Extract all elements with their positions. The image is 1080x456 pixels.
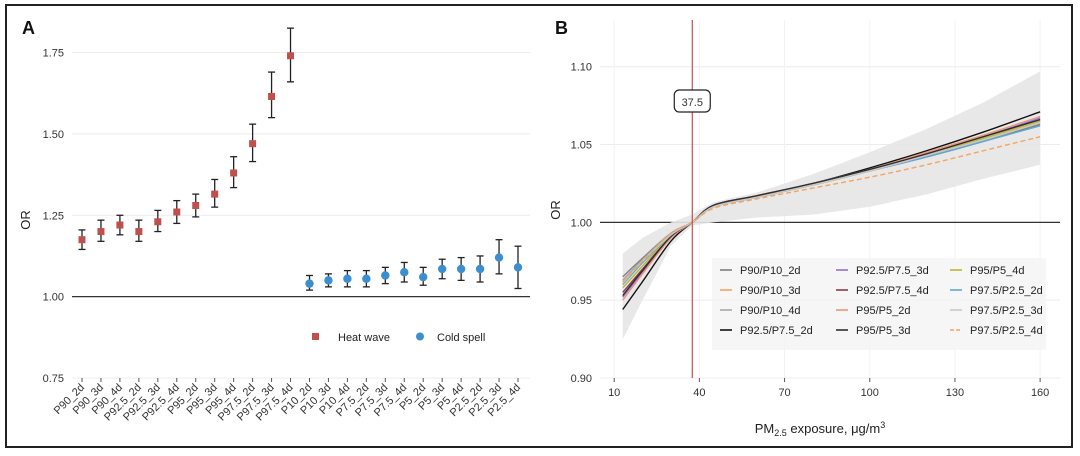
panel-a-gridlines bbox=[72, 52, 530, 379]
heat-wave-point bbox=[97, 228, 105, 236]
y-tick-label: 1.05 bbox=[571, 140, 592, 152]
cold-spell-point bbox=[513, 263, 523, 272]
panel-a-marks bbox=[78, 27, 523, 291]
threshold-label-box bbox=[673, 89, 711, 113]
legend-background bbox=[712, 258, 1046, 350]
legend-cold-spell-marker bbox=[416, 332, 424, 341]
legend-label: P95/P5_4d bbox=[970, 265, 1024, 277]
panel-b-curves bbox=[622, 111, 1041, 310]
legend-label: P90/P10_3d bbox=[740, 285, 801, 297]
cold-spell-point bbox=[324, 276, 333, 285]
cold-spell-point bbox=[475, 264, 485, 274]
cold-spell-point bbox=[305, 279, 314, 288]
figure-frame bbox=[5, 4, 1073, 448]
cold-spell-point bbox=[400, 268, 409, 277]
heat-wave-point bbox=[154, 218, 162, 226]
heat-wave-point bbox=[268, 92, 276, 100]
legend-label: P92.5/P7.5_4d bbox=[856, 285, 929, 297]
panel-a-x-ticks: P90_2dP90_3dP90_4dP92.5_2dP92.5_3dP92.5_… bbox=[52, 378, 523, 423]
heat-wave-point bbox=[78, 236, 86, 244]
legend-label: P97.5/P2.5_4d bbox=[970, 325, 1043, 337]
legend-label: P92.5/P7.5_3d bbox=[856, 265, 929, 277]
cold-spell-point bbox=[419, 272, 428, 282]
legend-label: P95/P5_2d bbox=[856, 305, 910, 317]
panel-b-y-ticks: 0.90 0.95 1.00 1.05 1.10 bbox=[571, 62, 592, 385]
y-tick-label: 1.50 bbox=[43, 129, 64, 141]
y-tick-label: 1.00 bbox=[571, 217, 592, 229]
threshold-label: 37.5 bbox=[682, 97, 703, 109]
y-tick-label: 1.25 bbox=[43, 210, 64, 222]
heat-wave-point bbox=[192, 202, 200, 210]
x-tick-label: 40 bbox=[693, 387, 705, 399]
legend-label: P90/P10_4d bbox=[740, 305, 801, 317]
confidence-band bbox=[622, 71, 1041, 340]
curve-p95-p5_3d bbox=[622, 118, 1041, 296]
panel-a-legend: Heat wave Cold spell bbox=[312, 332, 485, 344]
legend-cold-spell-label: Cold spell bbox=[437, 332, 485, 344]
x-tick-label: 10 bbox=[608, 387, 620, 399]
y-tick-label: 1.10 bbox=[571, 62, 592, 74]
y-tick-label: 0.90 bbox=[571, 373, 592, 385]
heat-wave-point bbox=[135, 228, 143, 236]
cold-spell-point bbox=[456, 264, 466, 274]
y-tick-label: 0.75 bbox=[43, 373, 64, 385]
heat-wave-point bbox=[230, 169, 238, 177]
legend-heat-wave-marker bbox=[312, 333, 319, 340]
panel-b-y-axis-label: OR bbox=[548, 200, 563, 220]
y-tick-label: 1.00 bbox=[43, 292, 64, 304]
panel-b-x-ticks: 10 40 70 100 130 160 bbox=[608, 378, 1049, 399]
heat-wave-point bbox=[249, 140, 257, 148]
curve-p97-5-p2-5_4d bbox=[622, 136, 1041, 282]
panel-b-legend: P90/P10_2d P90/P10_3d P90/P10_4d P92.5/P7.5… bbox=[712, 258, 1046, 350]
panel-a: A 0.75 1.00 1.25 1.50 1.75 OR P90_2dP90_3dP9… bbox=[18, 18, 530, 423]
cold-spell-point bbox=[437, 264, 447, 274]
panel-b: B 0.90 0.95 1.00 1.05 1.10 OR 10 40 70 100 130 16… bbox=[548, 18, 1060, 438]
cold-spell-point bbox=[362, 274, 371, 283]
panel-a-y-axis-label: OR bbox=[18, 210, 33, 230]
cold-spell-point bbox=[494, 253, 504, 262]
x-tick-label: 130 bbox=[946, 387, 964, 399]
panel-b-x-axis-label: PM2.5 exposure, μg/m3 bbox=[755, 420, 886, 438]
legend-label: P97.5/P2.5_3d bbox=[970, 305, 1043, 317]
panel-b-label: B bbox=[555, 18, 568, 38]
cold-spell-point bbox=[343, 274, 352, 283]
panel-a-y-ticks: 0.75 1.00 1.25 1.50 1.75 bbox=[43, 48, 64, 385]
heat-wave-point bbox=[116, 221, 124, 229]
heat-wave-point bbox=[173, 208, 181, 216]
legend-label: P95/P5_3d bbox=[856, 325, 910, 337]
x-tick-label: 100 bbox=[861, 387, 879, 399]
x-tick-label: 70 bbox=[778, 387, 790, 399]
heat-wave-point bbox=[287, 52, 295, 60]
x-tick-label: 160 bbox=[1031, 387, 1049, 399]
curve-p97-5-p2-5_3d bbox=[622, 122, 1041, 284]
legend-label: P90/P10_2d bbox=[740, 265, 801, 277]
heat-wave-point bbox=[211, 190, 219, 198]
cold-spell-point bbox=[381, 271, 390, 280]
panel-b-threshold: 37.5 bbox=[673, 20, 711, 378]
panel-b-confidence-band bbox=[622, 71, 1041, 340]
y-tick-label: 1.75 bbox=[43, 48, 64, 60]
y-tick-label: 0.95 bbox=[571, 295, 592, 307]
legend-heat-wave-label: Heat wave bbox=[338, 332, 390, 344]
panel-a-label: A bbox=[22, 18, 35, 38]
legend-label: P92.5/P7.5_2d bbox=[740, 325, 813, 337]
legend-label: P97.5/P2.5_2d bbox=[970, 285, 1043, 297]
